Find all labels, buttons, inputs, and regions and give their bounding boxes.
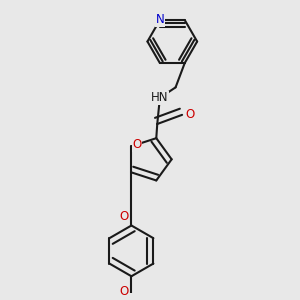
Text: O: O <box>119 285 129 298</box>
Text: O: O <box>119 210 129 224</box>
Text: N: N <box>155 14 164 26</box>
Text: O: O <box>132 138 141 151</box>
Text: O: O <box>185 108 194 121</box>
Text: HN: HN <box>151 91 169 104</box>
